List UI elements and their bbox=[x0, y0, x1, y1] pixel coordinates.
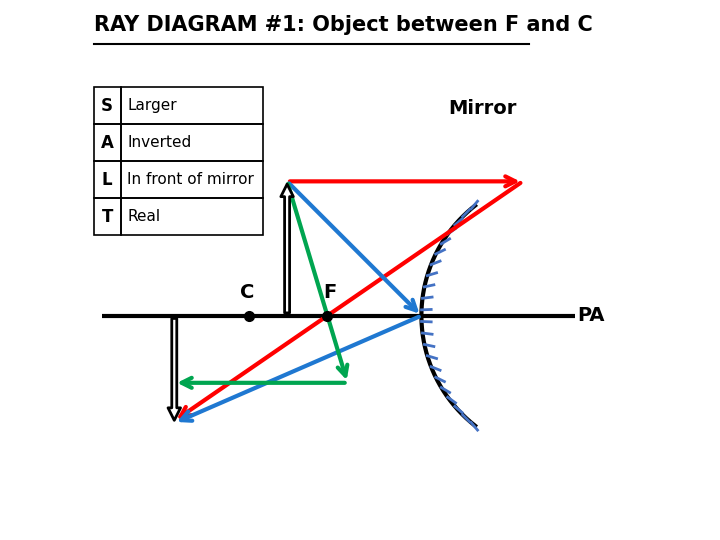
Text: Real: Real bbox=[127, 209, 160, 224]
Text: S: S bbox=[101, 97, 113, 115]
Bar bbox=[120, 198, 263, 235]
Bar bbox=[120, 87, 263, 124]
Text: T: T bbox=[102, 207, 113, 226]
Text: L: L bbox=[102, 171, 112, 188]
Bar bbox=[94, 161, 120, 198]
Bar bbox=[94, 198, 120, 235]
Bar bbox=[94, 87, 120, 124]
Text: Mirror: Mirror bbox=[449, 99, 517, 118]
Bar bbox=[120, 161, 263, 198]
Text: RAY DIAGRAM #1: Object between F and C: RAY DIAGRAM #1: Object between F and C bbox=[94, 15, 593, 35]
Text: In front of mirror: In front of mirror bbox=[127, 172, 254, 187]
Bar bbox=[120, 124, 263, 161]
Text: Inverted: Inverted bbox=[127, 135, 192, 150]
Text: PA: PA bbox=[577, 306, 605, 325]
Bar bbox=[94, 124, 120, 161]
Text: C: C bbox=[240, 284, 254, 302]
Text: A: A bbox=[101, 134, 114, 152]
Text: Larger: Larger bbox=[127, 98, 176, 113]
Text: F: F bbox=[323, 284, 337, 302]
